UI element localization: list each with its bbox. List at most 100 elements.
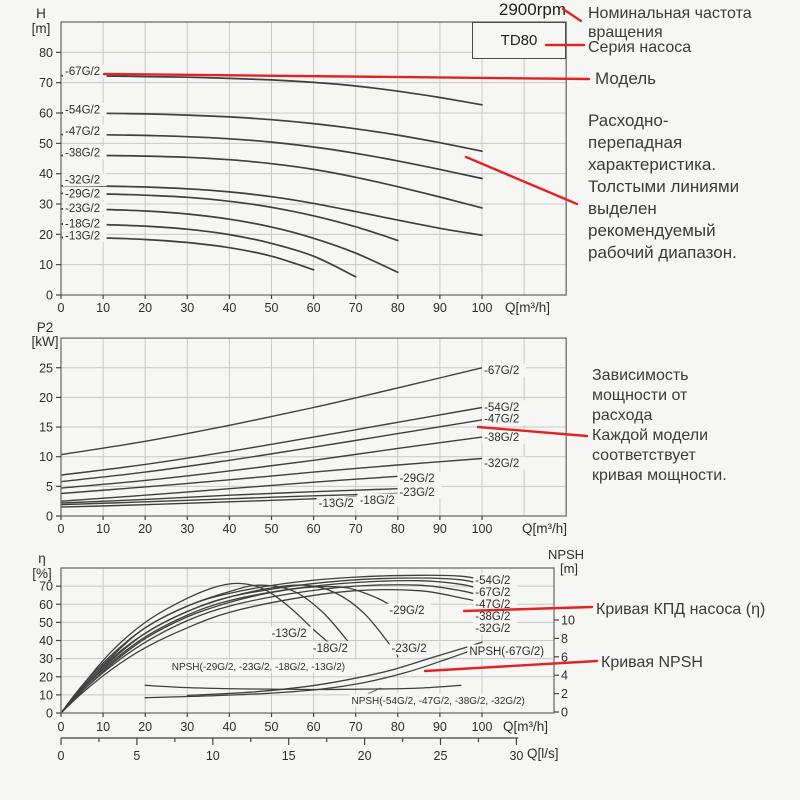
head-curves — [60, 74, 483, 278]
label-mask — [482, 400, 526, 414]
svg-text:10: 10 — [96, 720, 110, 734]
svg-text:P2: P2 — [37, 320, 54, 335]
svg-text:30: 30 — [180, 720, 194, 734]
svg-text:30: 30 — [509, 749, 523, 763]
curve-label: -54G/2 — [484, 402, 519, 414]
svg-text:30: 30 — [180, 301, 194, 315]
svg-text:40: 40 — [222, 720, 236, 734]
curve--38G/2 — [60, 584, 483, 714]
svg-text:100: 100 — [472, 522, 493, 536]
curve-label: -29G/2 — [399, 473, 434, 485]
curve--29G/2 — [60, 475, 399, 502]
label-mask — [169, 659, 377, 673]
curve-label: -54G/2 — [65, 104, 100, 116]
svg-text:50: 50 — [265, 720, 279, 734]
curve-label: -47G/2 — [484, 414, 519, 426]
svg-text:100: 100 — [472, 301, 493, 315]
svg-text:20: 20 — [138, 301, 152, 315]
svg-text:60: 60 — [307, 301, 321, 315]
svg-text:25: 25 — [434, 749, 448, 763]
curve-label: -67G/2 — [475, 587, 510, 599]
curve-label: -29G/2 — [389, 605, 424, 617]
svg-text:15: 15 — [282, 749, 296, 763]
svg-text:10: 10 — [96, 301, 110, 315]
svg-text:90: 90 — [433, 522, 447, 536]
curve-label: -23G/2 — [391, 643, 426, 655]
curve-label: -29G/2 — [65, 189, 100, 201]
label-mask — [62, 217, 107, 231]
svg-text:0: 0 — [58, 301, 65, 315]
rated-speed-value: 2900rpm — [498, 0, 566, 19]
curve--18G/2 — [60, 492, 399, 506]
label-mask — [397, 485, 442, 499]
label-mask — [62, 201, 107, 215]
svg-text:70: 70 — [349, 522, 363, 536]
label-mask — [473, 621, 517, 635]
curve-label: -18G/2 — [65, 219, 100, 231]
svg-text:[kW]: [kW] — [32, 334, 59, 349]
curve-label: -32G/2 — [475, 623, 510, 635]
svg-text:15: 15 — [39, 421, 53, 435]
svg-text:70: 70 — [39, 580, 53, 594]
svg-text:0: 0 — [46, 510, 53, 524]
curve--67G/2 — [60, 367, 483, 456]
curve--29G/2 — [60, 585, 399, 714]
curve--18G/2 — [60, 584, 348, 714]
label-mask — [62, 64, 107, 78]
label-mask — [482, 363, 526, 377]
curve-label: -32G/2 — [484, 458, 519, 470]
curve--29G/2 — [60, 192, 399, 242]
svg-text:70: 70 — [39, 76, 53, 90]
svg-text:50: 50 — [265, 522, 279, 536]
curve-label: -38G/2 — [475, 611, 510, 623]
svg-text:10: 10 — [96, 522, 110, 536]
series-box: TD80 — [472, 22, 566, 59]
svg-text:40: 40 — [222, 301, 236, 315]
svg-text:25: 25 — [39, 361, 53, 375]
svg-text:0: 0 — [58, 720, 65, 734]
svg-text:η: η — [38, 551, 46, 566]
label-mask — [473, 573, 517, 587]
label-mask — [62, 124, 107, 138]
curve--54G/2 — [60, 112, 483, 153]
label-mask — [473, 609, 517, 623]
power-axes: 0 10 20 30 40 50 60 70 80 90 100 0 5 10 15 20 25 Q[m³/h] P… — [32, 320, 568, 536]
curve--54G/2 — [60, 574, 483, 714]
svg-text:H: H — [36, 6, 46, 21]
label-mask — [482, 412, 526, 426]
curve--32G/2 — [60, 184, 483, 237]
note-flow-head-curve: Расходно- перепадная характеристика. Тол… — [588, 111, 740, 262]
curve-label: -38G/2 — [484, 432, 519, 444]
label-mask — [473, 585, 517, 599]
svg-text:Q[m³/h]: Q[m³/h] — [522, 521, 567, 536]
svg-text:[m]: [m] — [560, 561, 578, 576]
svg-text:2: 2 — [561, 687, 568, 701]
svg-text:5: 5 — [46, 480, 53, 494]
svg-text:70: 70 — [349, 720, 363, 734]
power-chart: -67G/2 -54G/2-47G/2 -38G/2 -32G/2 -29G/2 -23G… — [32, 320, 568, 536]
svg-text:40: 40 — [39, 634, 53, 648]
eta-curve-labels: -54G/2-67G/2-47G/2-38G/2-32G/2 -29G/2 -23G… — [169, 573, 557, 707]
curve-label: -47G/2 — [475, 599, 510, 611]
svg-text:100: 100 — [472, 720, 493, 734]
curve--23G/2 — [60, 208, 399, 274]
svg-text:0: 0 — [58, 522, 65, 536]
svg-text:10: 10 — [39, 258, 53, 272]
svg-text:30: 30 — [39, 652, 53, 666]
curve-label: -67G/2 — [484, 365, 519, 377]
svg-text:Q[m³/h]: Q[m³/h] — [505, 300, 550, 315]
svg-text:60: 60 — [307, 522, 321, 536]
svg-text:30: 30 — [39, 198, 53, 212]
svg-text:10: 10 — [39, 688, 53, 702]
label-mask — [62, 173, 107, 187]
label-mask — [269, 626, 314, 640]
flow-lps-axis: 0 5 10 15 20 25 30 Q[l/s] — [58, 737, 559, 763]
svg-text:[%]: [%] — [32, 566, 52, 581]
curve-label: -47G/2 — [65, 126, 100, 138]
curve-label: -18G/2 — [313, 643, 348, 655]
svg-text:0: 0 — [46, 707, 53, 721]
label-mask — [397, 471, 442, 485]
curve--38G/2 — [60, 154, 483, 209]
curve-label: -18G/2 — [359, 495, 394, 507]
